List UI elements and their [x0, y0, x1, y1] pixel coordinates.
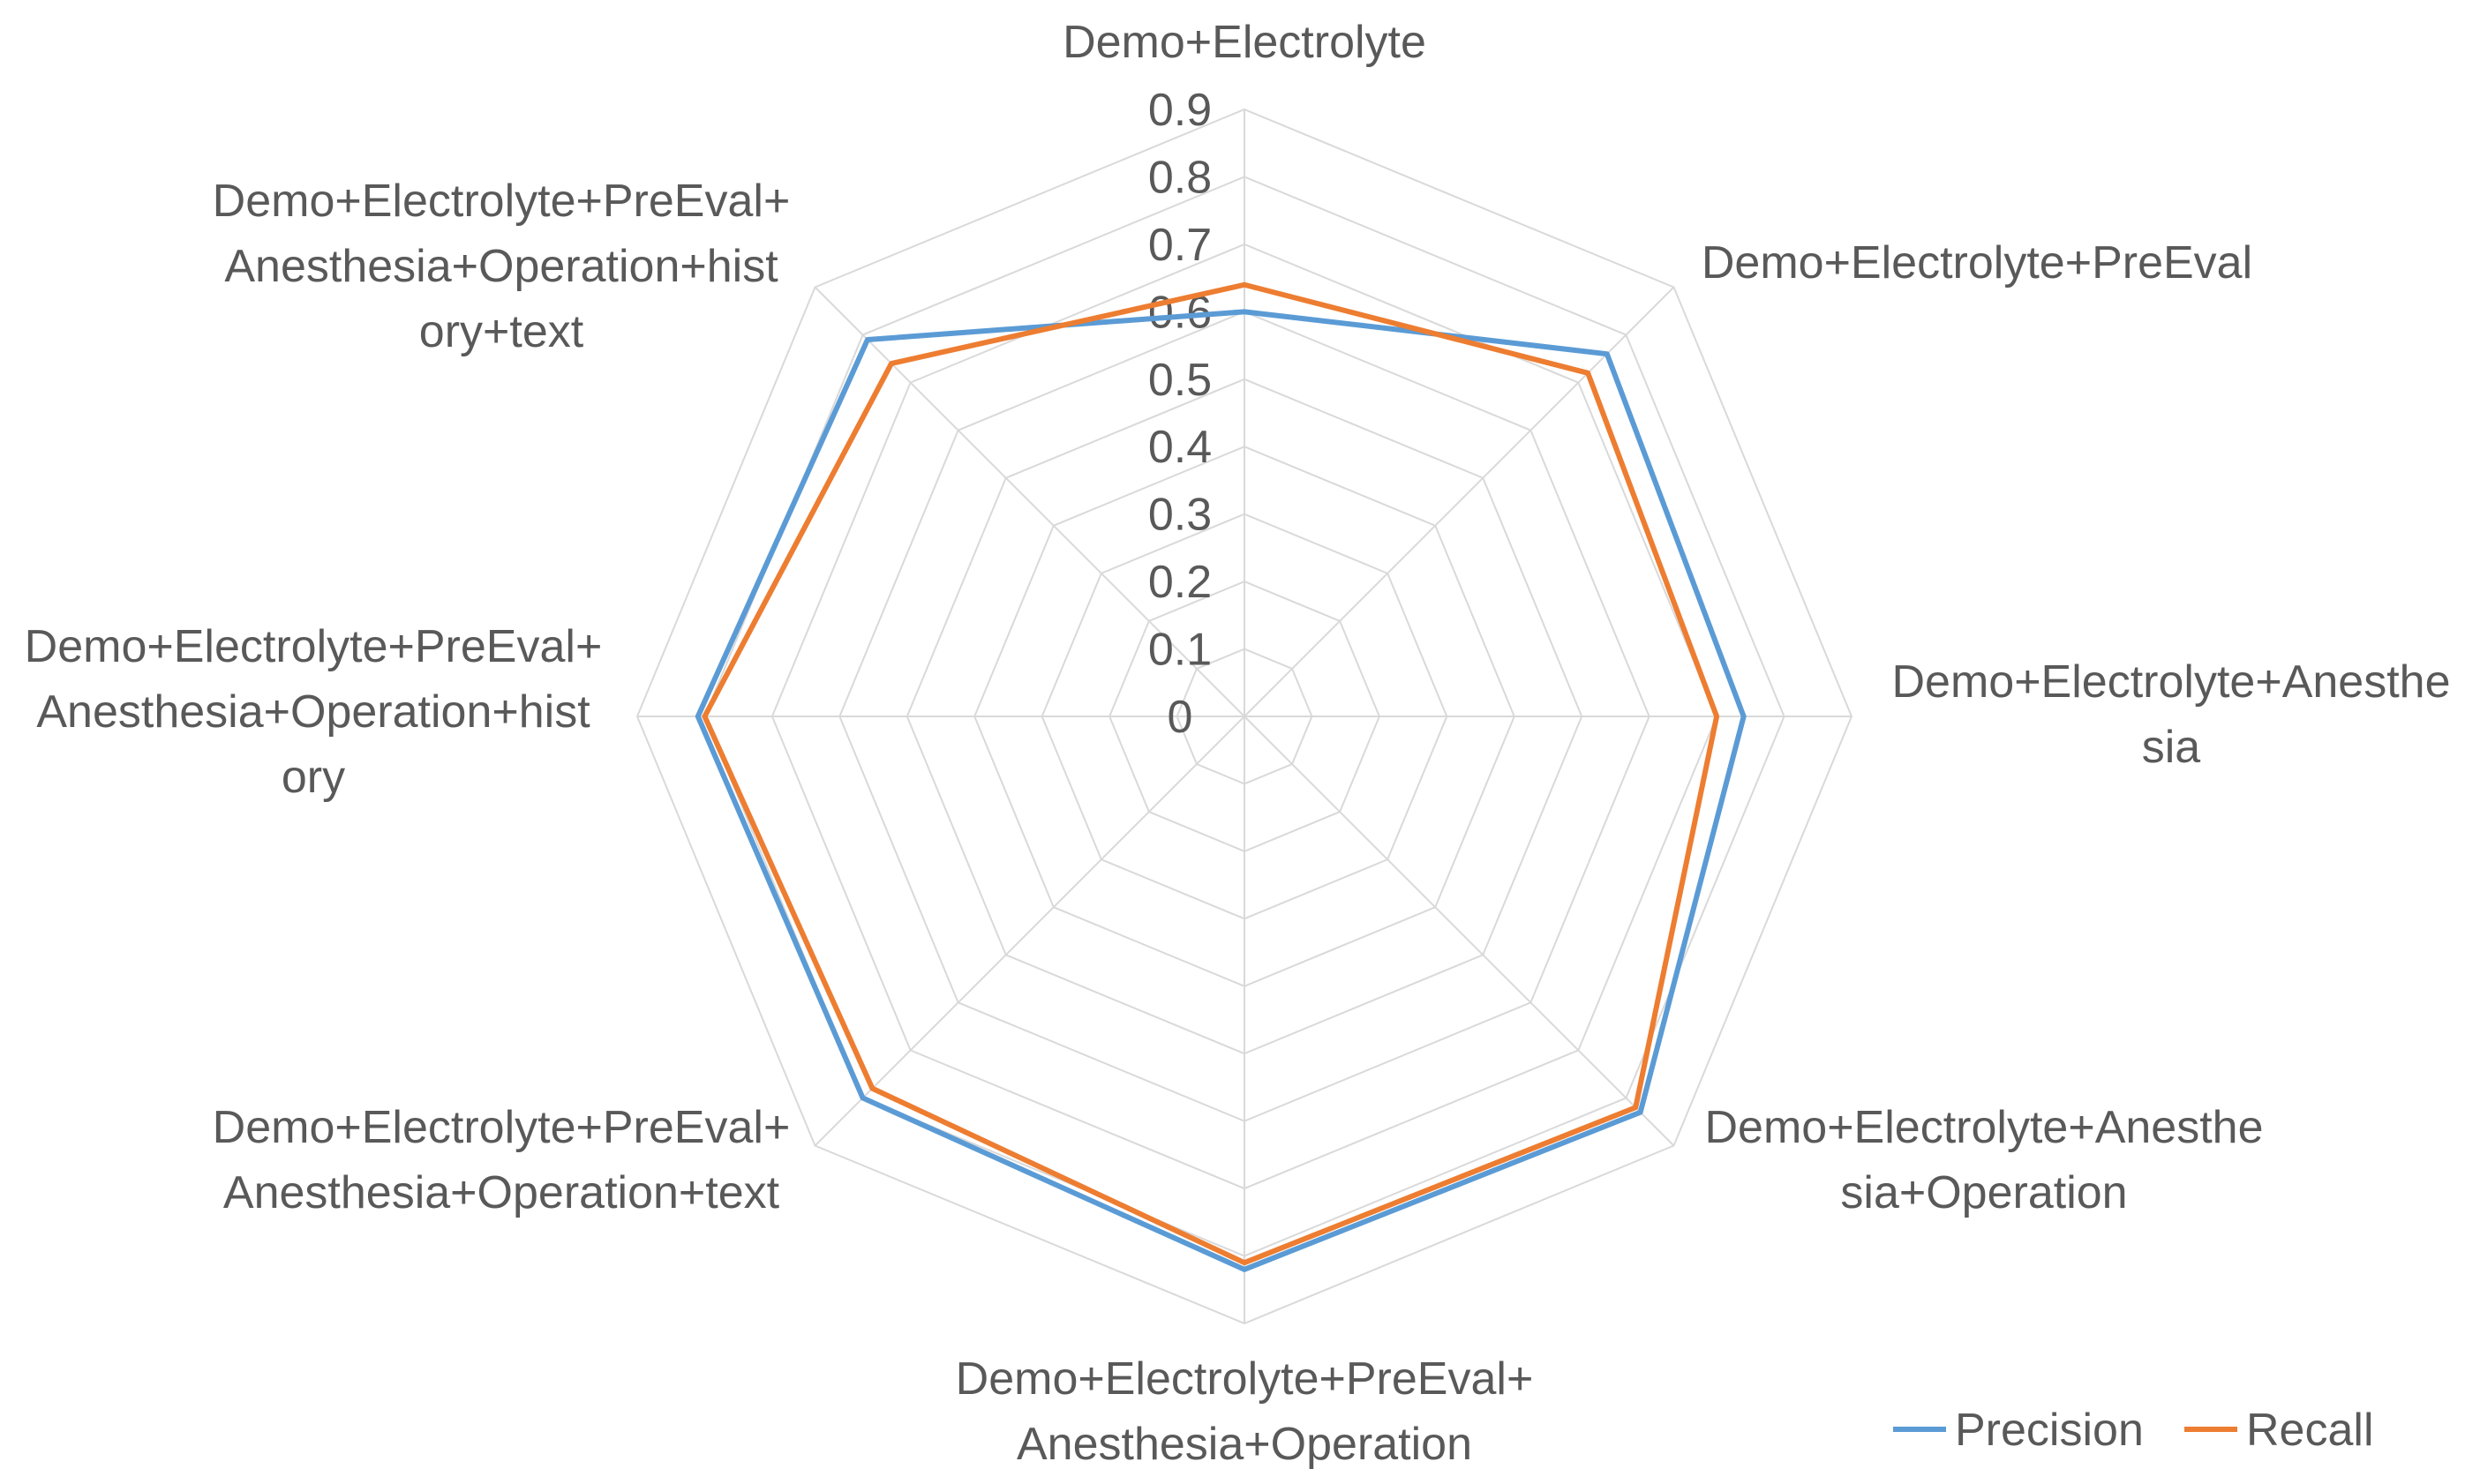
- tick-label: 0.8: [1148, 152, 1212, 203]
- tick-label: 0.5: [1148, 355, 1212, 406]
- tick-label: 0: [1168, 692, 1193, 743]
- tick-label: 0.4: [1148, 422, 1212, 473]
- category-label: Demo+Electrolyte+Anesthe sia: [1891, 656, 2450, 773]
- legend: Precision Recall: [1893, 1405, 2374, 1456]
- grid-spoke-5: [814, 716, 1245, 1147]
- category-labels: Demo+Electrolyte Demo+Electrolyte+PreEval…: [25, 17, 2451, 1470]
- category-label: Demo+Electrolyte: [1063, 17, 1426, 68]
- radial-tick-labels: 00.10.20.30.40.50.60.70.80.9: [1148, 85, 1212, 743]
- legend-label-precision: Precision: [1955, 1405, 2144, 1456]
- category-label: Demo+Electrolyte+PreEval+ Anesthesia+Oper…: [25, 621, 603, 803]
- tick-label: 0.1: [1148, 625, 1212, 676]
- series-line-recall: [702, 281, 1720, 1266]
- series-lines: [695, 281, 1747, 1272]
- tick-label: 0.9: [1148, 85, 1212, 136]
- category-label: Demo+Electrolyte+PreEval: [1702, 237, 2252, 289]
- grid-spoke-3: [1244, 716, 1675, 1147]
- category-label: Demo+Electrolyte+PreEval+ Anesthesia+Oper…: [213, 1102, 791, 1218]
- tick-label: 0.7: [1148, 220, 1212, 271]
- tick-label: 0.3: [1148, 490, 1212, 541]
- category-label: Demo+Electrolyte+PreEval+ Anesthesia+Oper…: [956, 1353, 1534, 1470]
- series-line-precision: [695, 309, 1747, 1272]
- radar-grid: [635, 108, 1853, 1325]
- grid-spoke-1: [1244, 286, 1675, 717]
- tick-label: 0.2: [1148, 557, 1212, 608]
- category-label: Demo+Electrolyte+PreEval+ Anesthesia+Oper…: [213, 176, 791, 357]
- legend-label-recall: Recall: [2246, 1405, 2374, 1456]
- category-label: Demo+Electrolyte+Anesthe sia+Operation: [1704, 1102, 2263, 1218]
- grid-spoke-7: [814, 286, 1245, 717]
